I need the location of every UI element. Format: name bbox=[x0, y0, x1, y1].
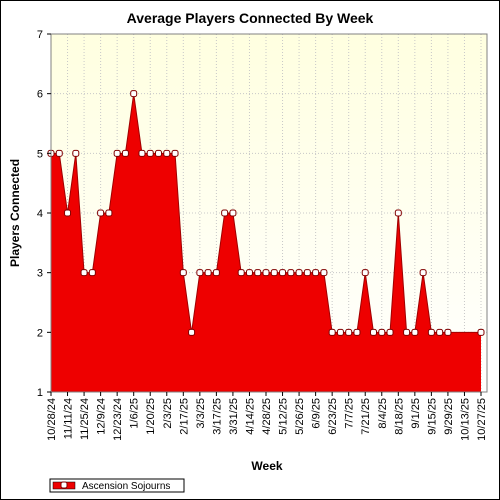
data-point bbox=[320, 269, 328, 277]
y-tick-label: 2 bbox=[37, 327, 43, 339]
x-tick-label: 3/3/25 bbox=[195, 398, 207, 429]
chart-title: Average Players Connected By Week bbox=[127, 10, 374, 26]
legend-box bbox=[49, 478, 185, 493]
data-point bbox=[403, 328, 411, 336]
data-point bbox=[361, 269, 369, 277]
y-tick-label: 4 bbox=[37, 208, 43, 220]
x-tick-label: 6/23/25 bbox=[327, 398, 339, 435]
data-point bbox=[427, 328, 435, 336]
data-point bbox=[254, 269, 262, 277]
data-point bbox=[270, 269, 278, 277]
data-point bbox=[436, 328, 444, 336]
y-tick-label: 5 bbox=[37, 148, 43, 160]
data-point bbox=[262, 269, 270, 277]
data-point bbox=[121, 149, 129, 157]
data-point bbox=[221, 209, 229, 217]
data-point bbox=[105, 209, 113, 217]
data-point bbox=[113, 149, 121, 157]
data-point bbox=[394, 209, 402, 217]
data-point bbox=[345, 328, 353, 336]
data-point bbox=[411, 328, 419, 336]
y-tick-label: 3 bbox=[37, 268, 43, 280]
data-point bbox=[295, 269, 303, 277]
x-tick-label: 3/17/25 bbox=[211, 398, 223, 435]
data-point bbox=[72, 149, 80, 157]
x-tick-label: 8/4/25 bbox=[377, 398, 389, 429]
data-point bbox=[80, 269, 88, 277]
x-tick-label: 10/27/25 bbox=[476, 398, 488, 441]
data-point bbox=[279, 269, 287, 277]
data-point bbox=[378, 328, 386, 336]
x-tick-label: 10/28/24 bbox=[46, 398, 58, 441]
x-tick-label: 7/7/25 bbox=[344, 398, 356, 429]
x-tick-label: 1/6/25 bbox=[129, 398, 141, 429]
data-point bbox=[196, 269, 204, 277]
data-point bbox=[97, 209, 105, 217]
x-tick-label: 4/28/25 bbox=[261, 398, 273, 435]
data-point bbox=[386, 328, 394, 336]
data-point bbox=[477, 328, 485, 336]
y-tick-label: 6 bbox=[37, 89, 43, 101]
data-point bbox=[336, 328, 344, 336]
y-tick-label: 7 bbox=[37, 29, 43, 41]
x-tick-label: 5/12/25 bbox=[278, 398, 290, 435]
data-point bbox=[88, 269, 96, 277]
data-point bbox=[229, 209, 237, 217]
data-point bbox=[179, 269, 187, 277]
data-point bbox=[370, 328, 377, 336]
data-point bbox=[212, 269, 220, 277]
x-tick-label: 7/21/25 bbox=[360, 398, 372, 435]
x-tick-label: 1/20/25 bbox=[145, 398, 157, 435]
series-area bbox=[51, 93, 481, 393]
data-point bbox=[130, 90, 138, 98]
y-tick-label: 1 bbox=[37, 387, 43, 399]
data-point bbox=[171, 149, 179, 157]
y-axis-label: Players Connected bbox=[8, 159, 22, 267]
x-axis-label: Week bbox=[251, 459, 282, 473]
data-point bbox=[328, 328, 336, 336]
x-tick-label: 9/29/25 bbox=[443, 398, 455, 435]
data-point bbox=[303, 269, 311, 277]
data-point bbox=[55, 149, 63, 157]
x-tick-label: 11/25/24 bbox=[79, 398, 91, 440]
data-point bbox=[138, 149, 146, 157]
x-tick-label: 2/17/25 bbox=[178, 398, 190, 435]
legend-label: Ascension Sojourns bbox=[82, 481, 170, 492]
data-point bbox=[146, 149, 154, 157]
legend: Ascension Sojourns bbox=[49, 478, 185, 493]
x-tick-label: 11/11/24 bbox=[63, 398, 75, 439]
data-point bbox=[188, 328, 196, 336]
x-tick-label: 9/1/25 bbox=[410, 398, 422, 429]
y-axis-ticks: 1 2 3 4 5 6 7 bbox=[37, 29, 51, 399]
x-tick-label: 2/3/25 bbox=[162, 398, 174, 429]
data-points bbox=[47, 90, 485, 336]
x-tick-label: 6/9/25 bbox=[311, 398, 323, 429]
x-tick-label: 12/23/24 bbox=[112, 398, 124, 441]
data-point bbox=[312, 269, 320, 277]
data-point bbox=[287, 269, 295, 277]
data-point bbox=[155, 149, 162, 157]
x-tick-label: 4/14/25 bbox=[244, 398, 256, 435]
x-tick-label: 8/18/25 bbox=[393, 398, 405, 435]
data-point bbox=[353, 328, 361, 336]
data-point bbox=[64, 209, 72, 217]
x-tick-label: 9/15/25 bbox=[426, 398, 438, 435]
x-tick-label: 10/13/25 bbox=[459, 398, 471, 441]
data-point bbox=[419, 269, 427, 277]
x-tick-label: 5/26/25 bbox=[294, 398, 306, 435]
data-point bbox=[237, 269, 245, 277]
data-point bbox=[245, 269, 253, 277]
data-point bbox=[204, 269, 212, 277]
x-tick-label: 3/31/25 bbox=[228, 398, 240, 435]
data-point bbox=[163, 149, 171, 157]
x-axis-ticks: 10/28/24 11/11/24 11/25/24 12/9/24 12/23/24 1… bbox=[46, 392, 488, 441]
data-point bbox=[444, 328, 452, 336]
legend-marker bbox=[60, 481, 68, 489]
x-tick-label: 12/9/24 bbox=[96, 398, 108, 435]
